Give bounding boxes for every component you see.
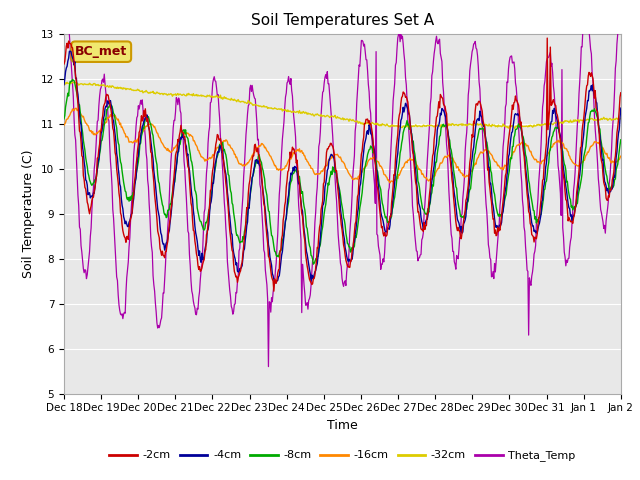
X-axis label: Time: Time bbox=[327, 419, 358, 432]
Text: BC_met: BC_met bbox=[75, 45, 127, 58]
Legend: -2cm, -4cm, -8cm, -16cm, -32cm, Theta_Temp: -2cm, -4cm, -8cm, -16cm, -32cm, Theta_Te… bbox=[105, 446, 580, 466]
Title: Soil Temperatures Set A: Soil Temperatures Set A bbox=[251, 13, 434, 28]
Y-axis label: Soil Temperature (C): Soil Temperature (C) bbox=[22, 149, 35, 278]
